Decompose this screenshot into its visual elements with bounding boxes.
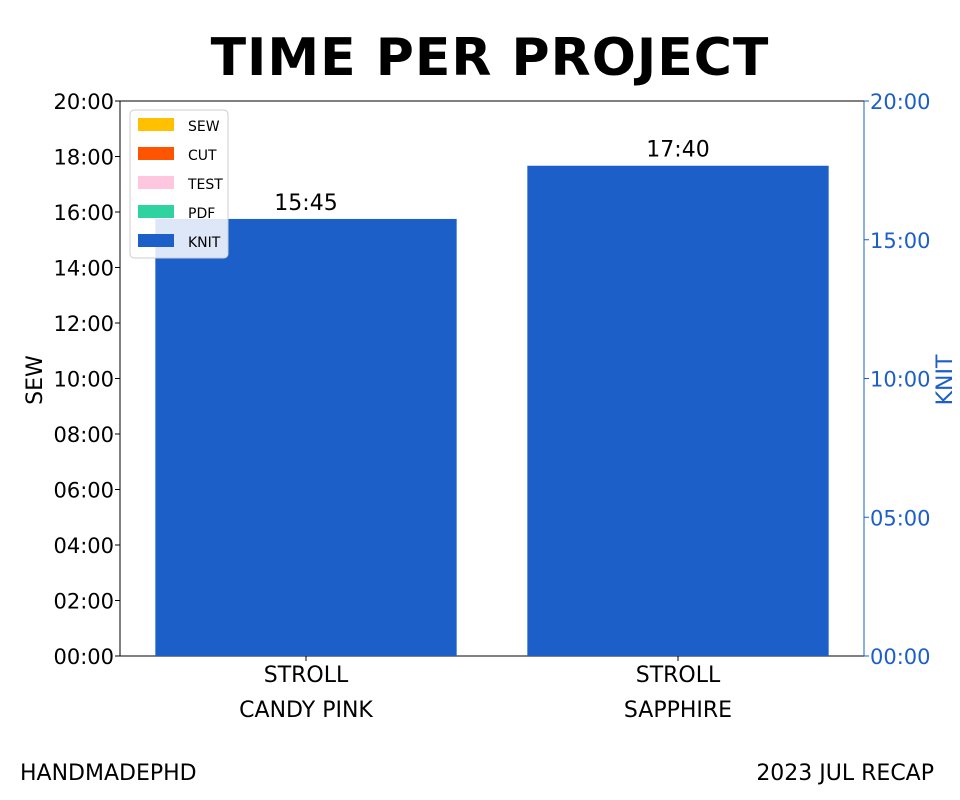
footer-recap: 2023 JUL RECAP (756, 761, 934, 786)
chart-title: TIME PER PROJECT (211, 28, 770, 88)
legend-label-sew: SEW (188, 119, 220, 135)
legend-label-pdf: PDF (188, 206, 215, 222)
x-tick-label: STROLL (264, 663, 349, 688)
y-left-tick-label: 06:00 (53, 479, 114, 503)
y-right-tick-label: 15:00 (870, 229, 931, 253)
legend-swatch-pdf (138, 205, 174, 218)
y-left-tick-label: 00:00 (53, 645, 114, 669)
data-label-0: 15:45 (274, 191, 337, 216)
x-tick-label: STROLL (636, 663, 721, 688)
x-tick-label: SAPPHIRE (624, 698, 732, 723)
bar-knit-1 (527, 165, 829, 656)
y-right-tick-label: 05:00 (870, 506, 931, 530)
legend-swatch-cut (138, 147, 174, 160)
legend-label-test: TEST (187, 177, 223, 193)
legend-swatch-knit (138, 234, 174, 247)
y-left-axis-label: SEW (23, 355, 48, 405)
bar-knit-0 (155, 218, 457, 656)
footer-author: HANDMADEPHD (20, 761, 197, 786)
data-label-1: 17:40 (646, 138, 709, 163)
y-left-tick-label: 04:00 (53, 534, 114, 558)
legend-swatch-test (138, 176, 174, 189)
legend-label-cut: CUT (188, 148, 217, 164)
y-left-tick-label: 10:00 (53, 368, 114, 392)
y-right-tick-label: 20:00 (870, 90, 931, 114)
y-left-tick-label: 16:00 (53, 201, 114, 225)
y-left-tick-label: 08:00 (53, 423, 114, 447)
legend-label-knit: KNIT (188, 235, 221, 251)
y-left-tick-label: 12:00 (53, 312, 114, 336)
y-right-tick-label: 10:00 (870, 368, 931, 392)
y-left-tick-label: 18:00 (53, 146, 114, 170)
y-left-tick-label: 02:00 (53, 590, 114, 614)
y-right-axis-label: KNIT (933, 354, 958, 405)
y-right-tick-label: 00:00 (870, 645, 931, 669)
legend-swatch-sew (138, 118, 174, 131)
x-tick-label: CANDY PINK (239, 698, 373, 723)
y-left-tick-label: 14:00 (53, 257, 114, 281)
y-left-tick-label: 20:00 (53, 90, 114, 114)
